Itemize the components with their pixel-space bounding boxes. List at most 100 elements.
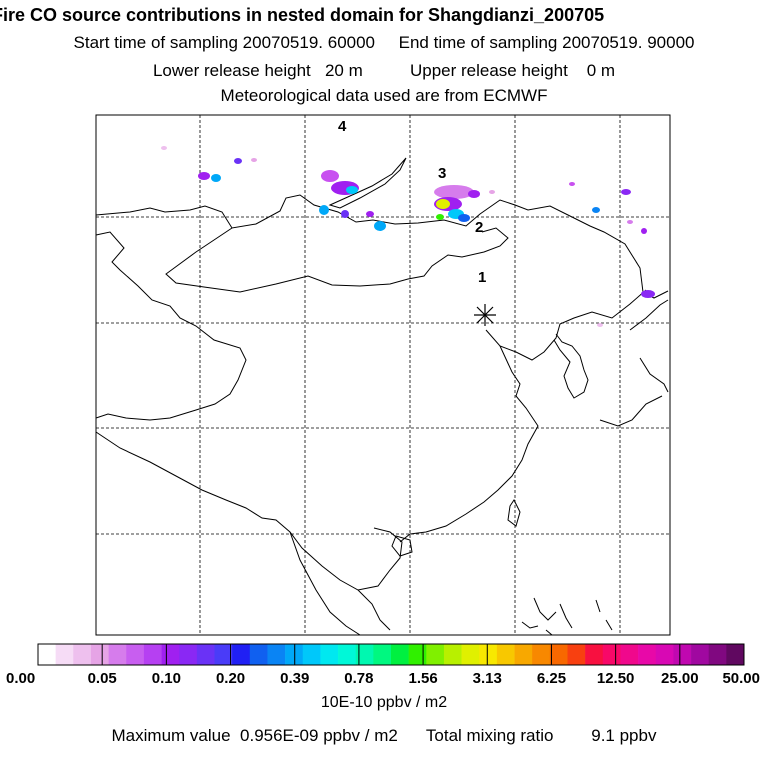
colorbar-swatch [143,644,162,665]
total-mixing-value: 9.1 ppbv [591,726,657,745]
source-patch [319,205,329,215]
colorbar-swatch [302,644,321,665]
source-patch [468,190,480,198]
colorbar-swatch [496,644,515,665]
colorbar-tick-label: 0.00 [6,670,35,687]
colorbar-tick-label: 0.20 [216,670,245,687]
lat-lon-grid [96,115,670,635]
total-mixing-label: Total mixing ratio [425,726,554,745]
colorbar-swatch [620,644,639,665]
colorbar-swatch [585,644,604,665]
source-patch [346,186,358,194]
fire-source-patches [161,146,655,327]
colorbar-frame [37,643,745,666]
max-value-label: Maximum value [111,726,231,745]
map-title: Fire CO source contributions in nested d… [0,5,605,25]
start-time-value: 20070519. 60000 [242,33,376,52]
colorbar-tick-label: 3.13 [473,670,502,687]
colorbar-tick-label: 50.00 [722,670,760,687]
colorbar-swatch [90,644,109,665]
region-label-3: 3 [438,165,446,182]
colorbar-swatch [196,644,215,665]
source-patch [374,221,386,231]
colorbar-swatch [320,644,339,665]
colorbar-tick-label: 0.05 [88,670,117,687]
colorbar-tick-label: 0.10 [152,670,181,687]
philippines [533,597,573,636]
colorbar-swatch [426,644,445,665]
mongolia-china-border [165,227,509,293]
map-frame [95,114,671,636]
receptor-asterisk-icon [474,304,496,326]
footer-line: Maximum value 0.956E-09 ppbv / m2 Total … [0,726,768,746]
source-patch [341,210,349,218]
region-label-4: 4 [338,118,347,135]
source-patch [621,189,631,195]
end-time-label: End time of sampling [398,33,558,52]
colorbar-tick-label: 0.78 [344,670,373,687]
source-patch [436,199,450,209]
colorbar-swatch [249,644,268,665]
colorbar-swatch [338,644,356,665]
source-patch [234,158,242,164]
colorbar-swatch [179,644,198,665]
lake-baikal [328,157,407,209]
region-label-1: 1 [478,269,486,286]
colorbar-swatch [443,644,462,665]
colorbar-swatch [532,644,551,665]
taiwan [507,499,521,527]
release-height-line: Lower release height 20 m Upper release … [0,61,768,81]
upper-height-label: Upper release height [409,61,568,80]
china-west-border [95,231,247,421]
source-patch [627,220,633,224]
colorbar-swatch [391,644,409,665]
colorbar-swatch [55,644,74,665]
source-patch [321,170,339,182]
source-patch [592,207,600,213]
source-patch [366,211,374,217]
bohai-coast [485,289,647,361]
colorbar-swatch [108,644,127,665]
colorbar-swatch [708,644,727,665]
colorbar-tick-label: 6.25 [537,670,566,687]
lower-height-label: Lower release height [152,61,311,80]
colorbar-swatch [373,644,392,665]
colorbar-swatch [285,644,304,665]
colorbar-swatch [567,644,586,665]
southeast-islands [521,599,613,631]
colorbar-swatch [38,644,56,665]
source-patch [597,323,603,327]
colorbar-swatch [549,644,568,665]
colorbar-swatch [408,644,427,665]
colorbar-tick-label: 1.56 [408,670,437,687]
korea-peninsula [553,333,589,399]
china-south-border [95,431,403,591]
colorbar-tick-label: 25.00 [661,670,699,687]
colorbar-unit: 10E-10 ppbv / m2 [320,694,448,711]
colorbar-swatch [355,644,374,665]
indochina-coast [289,531,391,636]
end-time-value: 20070519. 90000 [562,33,695,52]
source-patch [436,214,444,220]
colorbar-swatch [691,644,709,665]
colorbar [37,643,745,666]
colorbar-swatch [479,644,498,665]
meteorological-data-line: Meteorological data used are from ECMWF [220,86,548,105]
colorbar-swatch [161,644,180,665]
colorbar-swatch [73,644,92,665]
max-value: 0.956E-09 ppbv / m2 [240,726,398,745]
colorbar-swatch [126,644,145,665]
lower-height-value: 20 m [324,61,363,80]
colorbar-swatch [638,644,657,665]
colorbar-swatch [214,644,233,665]
region-label-2: 2 [475,219,483,236]
china-east-coast [399,345,539,543]
russia-mongolia-border [95,194,669,299]
colorbar-swatch [673,644,692,665]
colorbar-swatch [267,644,286,665]
upper-height-value: 0 m [586,61,616,80]
colorbar-swatch [602,644,621,665]
source-patch [641,228,647,234]
source-patch [458,214,470,222]
source-patch [198,172,210,180]
